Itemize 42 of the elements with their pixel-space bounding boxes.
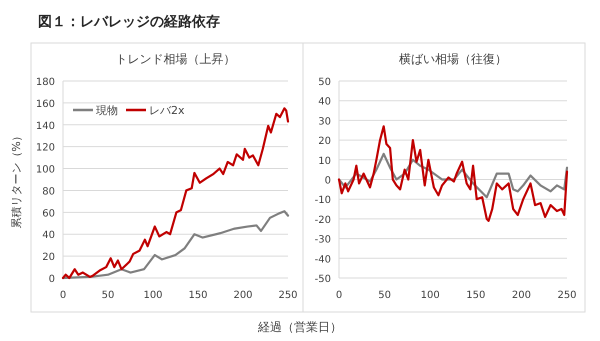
y-axis-title: 累積リターン（%）: [10, 130, 23, 229]
y-tick-label: -10: [314, 195, 331, 206]
y-tick-label: 50: [318, 77, 331, 88]
line-series: [338, 125, 568, 222]
legend-label: 現物: [96, 104, 118, 117]
chart-title: トレンド相場（上昇）: [116, 52, 236, 66]
y-tick-label: 160: [36, 98, 55, 110]
x-tick-label: 100: [143, 290, 163, 301]
y-tick-label: 30: [318, 116, 331, 128]
y-tick-label: 40: [318, 96, 331, 108]
legend-label: レバ2x: [149, 104, 185, 117]
y-tick-label: 80: [42, 186, 55, 198]
y-tick-label: -50: [314, 274, 331, 285]
line-series: [338, 152, 568, 198]
x-axis-title: 経過（営業日）: [257, 320, 342, 334]
y-tick-label: 140: [36, 120, 55, 132]
x-tick-label: 200: [233, 290, 253, 301]
y-tick-label: 40: [42, 230, 55, 242]
y-tick-label: -20: [314, 214, 331, 226]
y-tick-label: 180: [36, 77, 55, 88]
y-tick-label: 0: [324, 176, 331, 186]
x-tick-label: 150: [188, 290, 208, 301]
x-tick-label: 50: [378, 290, 391, 301]
y-tick-label: 20: [42, 252, 55, 264]
caption: 図１：レバレッジの経路依存: [38, 14, 220, 30]
y-tick-label: 120: [36, 142, 55, 154]
x-tick-label: 0: [336, 290, 342, 301]
y-tick-label: -40: [314, 254, 331, 266]
x-tick-label: 100: [420, 290, 440, 301]
y-tick-label: 0: [48, 274, 55, 285]
y-tick-label: -30: [314, 234, 331, 246]
x-tick-label: 150: [466, 290, 486, 301]
y-tick-label: 60: [42, 208, 55, 220]
chart-title: 横ばい相場（往復）: [399, 52, 507, 66]
y-tick-label: 20: [318, 136, 331, 148]
x-tick-label: 0: [60, 290, 66, 301]
y-tick-label: 10: [318, 156, 331, 167]
x-tick-label: 200: [512, 290, 531, 301]
x-tick-label: 250: [557, 290, 577, 301]
y-tick-label: 100: [36, 164, 55, 176]
x-tick-label: 50: [102, 290, 114, 301]
x-tick-label: 250: [278, 290, 298, 301]
